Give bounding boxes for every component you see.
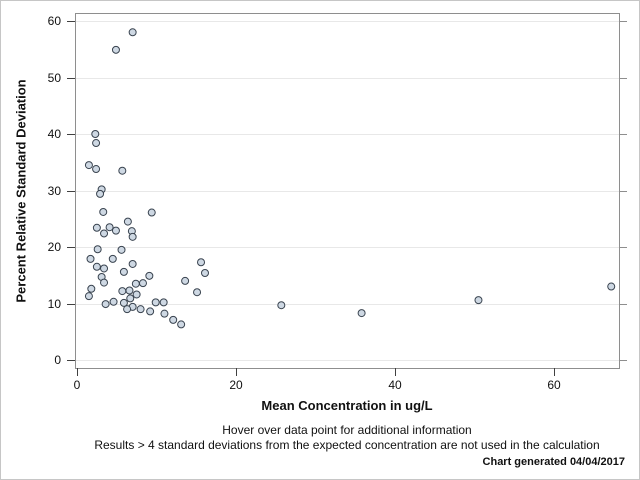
data-point[interactable] — [128, 259, 137, 268]
data-point[interactable] — [119, 298, 128, 307]
data-point[interactable] — [123, 217, 132, 226]
data-point[interactable] — [92, 262, 101, 271]
y-tick-label: 30 — [47, 183, 61, 198]
data-point[interactable] — [109, 297, 118, 306]
data-point[interactable] — [160, 309, 169, 318]
data-point[interactable] — [92, 139, 101, 148]
data-point[interactable] — [101, 300, 110, 309]
data-point[interactable] — [108, 254, 117, 263]
data-point[interactable] — [100, 278, 109, 287]
data-point[interactable] — [84, 292, 93, 301]
data-point[interactable] — [99, 207, 108, 216]
data-point[interactable] — [100, 229, 109, 238]
y-tick-label: 20 — [47, 240, 61, 254]
data-point[interactable] — [125, 286, 134, 295]
y-tick-label: 60 — [47, 14, 61, 28]
data-point[interactable] — [200, 268, 209, 277]
data-point[interactable] — [169, 315, 178, 324]
data-point[interactable] — [132, 290, 141, 299]
data-point[interactable] — [181, 276, 190, 285]
data-point[interactable] — [147, 208, 156, 217]
data-point[interactable] — [118, 287, 127, 296]
y-tick-label: 50 — [47, 70, 61, 85]
exclusion-note-text: Results > 4 standard deviations from the… — [94, 438, 600, 452]
data-point[interactable] — [92, 165, 101, 174]
x-axis-title: Mean Concentration in ug/L — [261, 398, 433, 413]
data-point[interactable] — [607, 282, 616, 291]
data-point[interactable] — [159, 298, 168, 307]
data-point[interactable] — [119, 267, 128, 276]
data-point[interactable] — [111, 226, 120, 235]
data-point[interactable] — [96, 189, 105, 198]
data-point[interactable] — [146, 307, 155, 316]
data-point[interactable] — [131, 279, 140, 288]
data-point[interactable] — [123, 305, 132, 314]
data-point[interactable] — [117, 245, 126, 254]
data-point[interactable] — [105, 223, 114, 232]
data-point[interactable] — [126, 294, 135, 303]
data-point[interactable] — [91, 130, 100, 138]
data-point[interactable] — [128, 28, 137, 37]
x-tick-label: 40 — [388, 378, 402, 392]
data-point[interactable] — [145, 271, 154, 280]
y-tick-label: 10 — [47, 296, 61, 311]
x-tick-label: 20 — [229, 378, 243, 392]
data-point[interactable] — [100, 264, 109, 273]
data-point[interactable] — [118, 166, 127, 175]
data-point[interactable] — [197, 258, 206, 267]
data-point[interactable] — [136, 305, 145, 314]
data-point[interactable] — [151, 298, 160, 307]
data-point[interactable] — [84, 161, 93, 170]
data-point[interactable] — [177, 320, 186, 329]
data-point[interactable] — [128, 232, 137, 241]
x-tick-label: 0 — [73, 378, 81, 392]
data-point[interactable] — [138, 279, 147, 288]
chart-generated-date: Chart generated 04/04/2017 — [482, 456, 625, 468]
data-point[interactable] — [111, 45, 120, 54]
data-point[interactable] — [357, 309, 366, 318]
data-point[interactable] — [92, 223, 101, 232]
data-point[interactable] — [86, 254, 95, 263]
data-point[interactable] — [277, 301, 286, 310]
data-point[interactable] — [87, 284, 96, 293]
y-tick-label: 40 — [47, 127, 61, 141]
y-tick-label: 0 — [54, 353, 61, 367]
data-point[interactable] — [93, 245, 102, 254]
x-tick-label: 60 — [547, 378, 561, 392]
data-point[interactable] — [474, 296, 483, 305]
hover-hint-text: Hover over data point for additional inf… — [222, 423, 472, 437]
data-point[interactable] — [193, 288, 202, 297]
